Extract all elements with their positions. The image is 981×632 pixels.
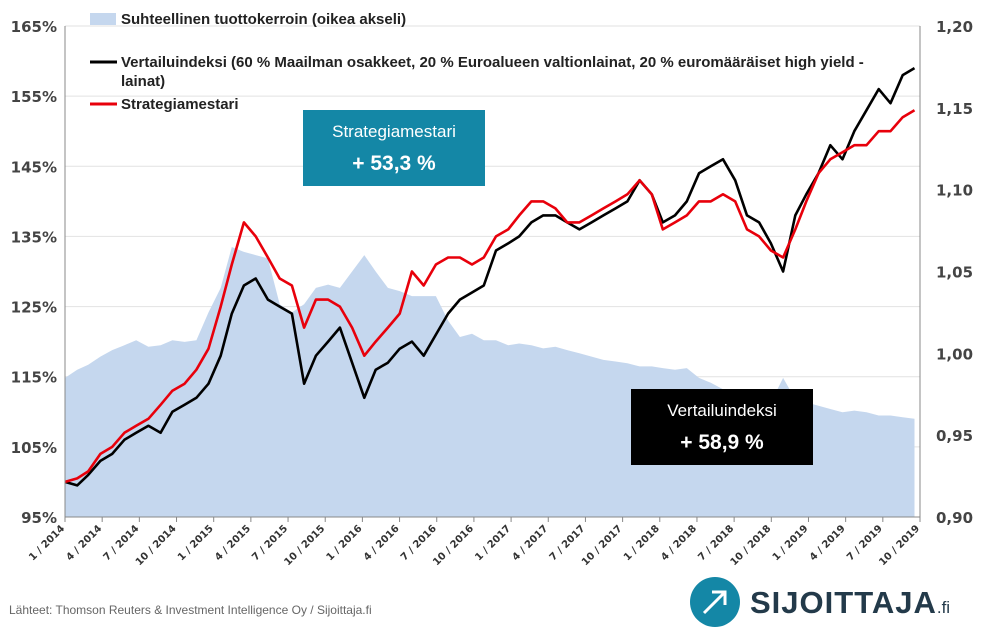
- y-right-tick-label: 1,00: [936, 345, 973, 363]
- y-right-tick-label: 1,15: [936, 100, 973, 118]
- y-left-tick-label: 115%: [11, 369, 57, 387]
- benchmark-box-title: Vertailuindeksi: [667, 401, 777, 420]
- x-tick-label: 7 / 2014: [102, 523, 142, 563]
- benchmark-return-box: Vertailuindeksi + 58,9 %: [631, 389, 813, 465]
- line-series-layer: [64, 66, 916, 487]
- x-tick-label: 10 / 2018: [729, 523, 774, 568]
- y-right-tick-label: 0,90: [936, 509, 973, 527]
- benchmark-box-value: + 58,9 %: [680, 431, 764, 454]
- x-tick-label: 4 / 2018: [659, 523, 699, 563]
- x-tick-label: 4 / 2016: [362, 523, 402, 563]
- legend: Suhteellinen tuottokerroin (oikea akseli…: [90, 11, 864, 113]
- logo-text: SIJOITTAJA.fi: [750, 585, 951, 620]
- x-tick-label: 10 / 2019: [877, 523, 922, 568]
- x-tick-label: 10 / 2015: [283, 523, 328, 568]
- y-left-tick-label: 95%: [21, 509, 57, 527]
- legend-label-area: Suhteellinen tuottokerroin (oikea akseli…: [121, 11, 406, 28]
- x-tick-label: 7 / 2016: [399, 523, 439, 563]
- strategy-return-box: Strategiamestari + 53,3 %: [303, 110, 485, 186]
- y-left-tick-label: 165%: [11, 18, 57, 36]
- x-tick-label: 4 / 2014: [64, 523, 104, 563]
- x-tick-label: 1 / 2018: [622, 523, 662, 563]
- area-series-relative-return: [65, 247, 915, 517]
- source-note: Lähteet: Thomson Reuters & Investment In…: [9, 603, 372, 617]
- x-tick-label: 7 / 2018: [696, 523, 736, 563]
- line-series-strategy: [64, 109, 916, 484]
- x-tick-label: 1 / 2019: [771, 523, 811, 563]
- legend-label-strategy: Strategiamestari: [121, 96, 239, 113]
- x-tick-label: 1 / 2016: [325, 523, 365, 563]
- x-tick-label: 7 / 2015: [250, 523, 290, 563]
- x-tick-label: 10 / 2016: [431, 523, 476, 568]
- legend-swatch-area: [90, 13, 116, 25]
- y-right-tick-label: 1,20: [936, 18, 973, 36]
- x-tick-label: 1 / 2014: [27, 523, 67, 563]
- arrow-up-right-icon: [690, 577, 740, 627]
- x-tick-label: 1 / 2017: [473, 523, 513, 563]
- x-tick-label: 10 / 2017: [580, 523, 625, 568]
- legend-label-benchmark-cont: lainat): [121, 73, 165, 90]
- legend-label-benchmark: Vertailuindeksi (60 % Maailman osakkeet,…: [121, 54, 864, 71]
- x-tick-label: 1 / 2015: [176, 523, 216, 563]
- x-tick-label: 4 / 2017: [510, 523, 550, 563]
- x-tick-label: 4 / 2015: [213, 523, 253, 563]
- strategy-box-title: Strategiamestari: [332, 122, 456, 141]
- line-series-benchmark: [64, 66, 916, 487]
- x-tick-label: 10 / 2014: [134, 523, 179, 568]
- area-series-layer: [65, 247, 915, 517]
- sijoittaja-logo: SIJOITTAJA.fi: [690, 577, 975, 629]
- y-left-tick-label: 135%: [11, 228, 57, 246]
- y-right-tick-label: 1,05: [936, 264, 973, 282]
- y-right-tick-label: 0,95: [936, 427, 973, 445]
- y-right-tick-label: 1,10: [936, 182, 973, 200]
- x-tick-label: 7 / 2019: [845, 523, 885, 563]
- x-tick-label: 4 / 2019: [808, 523, 848, 563]
- x-tick-label: 7 / 2017: [548, 523, 588, 563]
- strategy-box-value: + 53,3 %: [352, 152, 436, 175]
- y-left-tick-label: 145%: [11, 158, 57, 176]
- y-left-tick-label: 155%: [11, 88, 57, 106]
- y-left-tick-label: 105%: [11, 439, 57, 457]
- y-left-tick-label: 125%: [11, 299, 57, 317]
